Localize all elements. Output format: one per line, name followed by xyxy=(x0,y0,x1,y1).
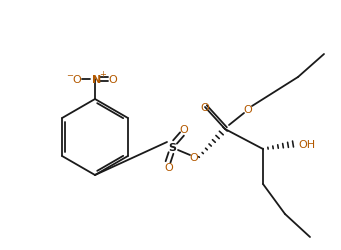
Text: O: O xyxy=(109,75,117,85)
Text: O: O xyxy=(243,104,252,115)
Text: +: + xyxy=(100,70,106,79)
Text: S: S xyxy=(168,142,176,152)
Text: O: O xyxy=(165,162,173,172)
Text: −: − xyxy=(66,71,74,80)
Text: O: O xyxy=(73,75,81,85)
Text: OH: OH xyxy=(298,140,315,149)
Text: O: O xyxy=(180,124,188,134)
Text: O: O xyxy=(190,152,198,162)
Text: O: O xyxy=(201,102,209,113)
Text: N: N xyxy=(92,75,102,85)
